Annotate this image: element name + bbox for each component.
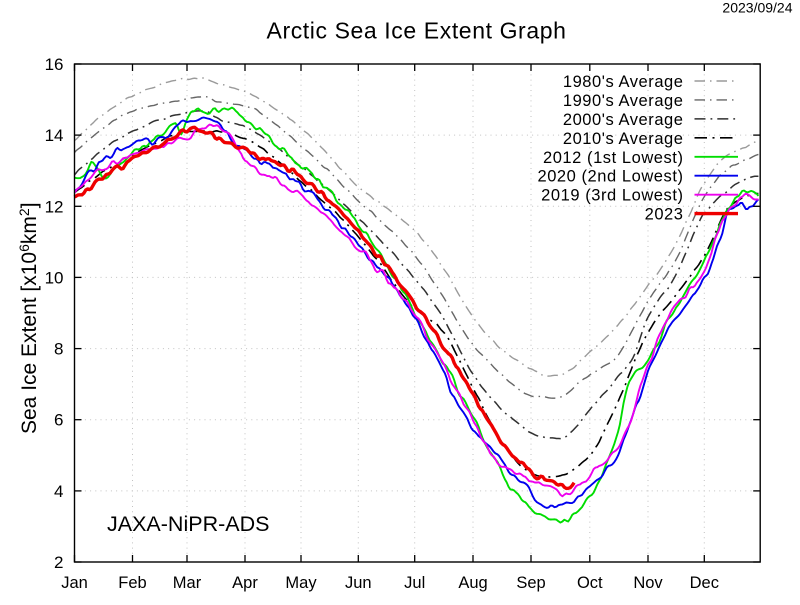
svg-text:Dec: Dec	[690, 574, 719, 592]
svg-text:2000's Average: 2000's Average	[563, 111, 684, 129]
svg-text:Sea Ice Extent [x106km2]: Sea Ice Extent [x106km2]	[16, 202, 41, 434]
svg-text:May: May	[285, 574, 317, 592]
svg-text:16: 16	[45, 55, 64, 74]
svg-text:8: 8	[54, 340, 63, 359]
svg-text:Jan: Jan	[61, 574, 88, 592]
svg-text:Sep: Sep	[516, 574, 545, 592]
svg-text:Jul: Jul	[404, 574, 425, 592]
svg-text:10: 10	[45, 268, 64, 287]
svg-text:Oct: Oct	[577, 574, 603, 592]
svg-text:1990's Average: 1990's Average	[563, 92, 684, 110]
svg-text:14: 14	[45, 126, 64, 145]
svg-text:JAXA-NiPR-ADS: JAXA-NiPR-ADS	[107, 512, 269, 536]
svg-text:Mar: Mar	[173, 574, 202, 592]
svg-text:Feb: Feb	[118, 574, 146, 592]
svg-text:Arctic Sea Ice Extent Graph: Arctic Sea Ice Extent Graph	[267, 18, 567, 44]
svg-text:Apr: Apr	[232, 574, 258, 592]
svg-text:2012 (1st Lowest): 2012 (1st Lowest)	[543, 149, 684, 167]
svg-text:Aug: Aug	[458, 574, 487, 592]
svg-text:6: 6	[54, 411, 63, 430]
svg-text:2020 (2nd Lowest): 2020 (2nd Lowest)	[537, 168, 683, 186]
svg-text:Nov: Nov	[633, 574, 663, 592]
svg-text:2010's Average: 2010's Average	[563, 130, 684, 148]
svg-text:12: 12	[45, 197, 64, 216]
svg-text:4: 4	[54, 482, 63, 501]
svg-text:2023/09/24: 2023/09/24	[722, 0, 792, 16]
svg-text:2023: 2023	[645, 206, 684, 224]
svg-text:Jun: Jun	[345, 574, 372, 592]
svg-text:2019 (3rd Lowest): 2019 (3rd Lowest)	[541, 187, 683, 205]
svg-text:2: 2	[54, 553, 63, 572]
svg-text:1980's Average: 1980's Average	[563, 73, 684, 91]
